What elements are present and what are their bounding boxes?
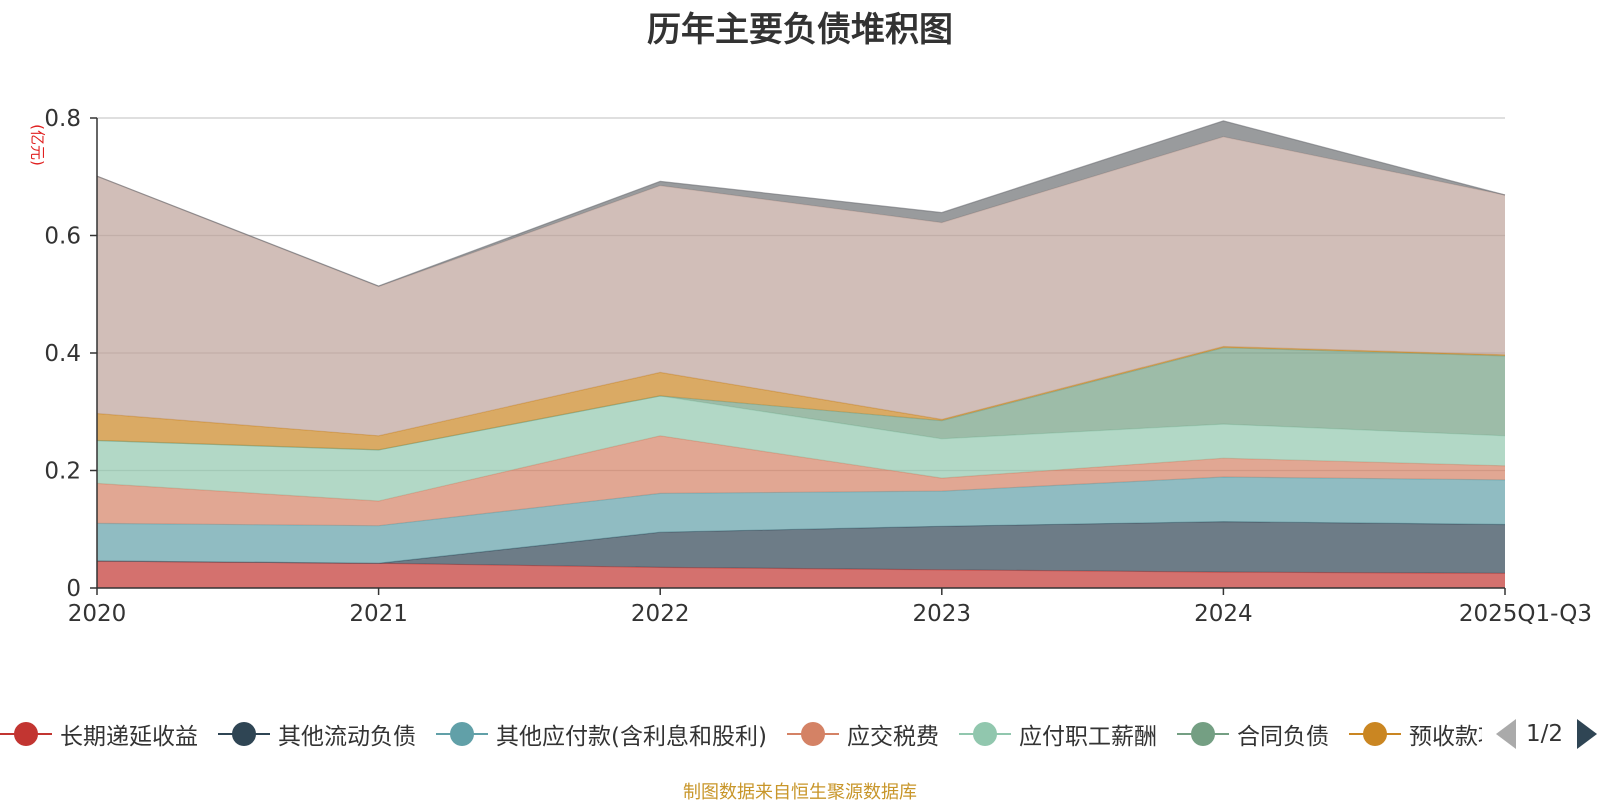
area-series-7: [97, 346, 1505, 450]
area-series-8: [97, 136, 1505, 436]
legend-item[interactable]: 预收款项: [1348, 714, 1482, 754]
legend-item[interactable]: 其他流动负债: [218, 714, 416, 754]
legend-item-label: 应付职工薪酬: [1018, 724, 1157, 750]
area-series-3: [97, 477, 1505, 564]
area-line-series-9: [96, 120, 1506, 287]
data-source-note: 制图数据来自恒生聚源数据库: [683, 782, 917, 803]
legend-item-label: 应交税费: [846, 724, 939, 750]
legend-marker-icon: [218, 721, 270, 747]
x-tick-label: 2020: [68, 601, 127, 627]
area-series-4: [97, 435, 1505, 526]
x-tick-label: 2025Q1-Q3: [1459, 601, 1592, 627]
legend-item[interactable]: 长期递延收益: [0, 714, 198, 754]
x-tick-label: 2022: [631, 601, 690, 627]
legend-marker-icon: [1348, 721, 1401, 747]
legend-item[interactable]: 合同负债: [1176, 714, 1329, 754]
x-tick-label: 2024: [1194, 601, 1253, 627]
y-tick-label: 0.4: [44, 341, 81, 367]
area-series-9: [97, 120, 1505, 287]
legend-items: 长期递延收益 其他流动负债 其他应付款(含利息和股利) 应交税费 应付职工薪酬 合同负债 预…: [0, 714, 1482, 754]
y-tick-label: 0: [66, 576, 81, 602]
y-tick-label: 0.2: [44, 459, 81, 485]
legend-marker-icon: [0, 721, 52, 747]
legend-marker-icon: [436, 721, 488, 747]
stacked-area-chart: 0 0.2 0.4 0.6 0.8 2020 2021 2022 2023 2024 2025Q1-…: [44, 106, 1592, 627]
legend-item[interactable]: 其他应付款(含利息和股利): [436, 714, 767, 754]
legend-next-page-icon[interactable]: [1577, 719, 1598, 749]
x-tick-label: 2021: [349, 601, 408, 627]
legend: 长期递延收益 其他流动负债 其他应付款(含利息和股利) 应交税费 应付职工薪酬 合同负债 预…: [0, 714, 1600, 754]
area-series-2: [97, 521, 1505, 574]
chart-title: 历年主要负债堆积图: [647, 10, 953, 50]
legend-item-label: 其他应付款(含利息和股利): [496, 724, 767, 750]
area-series-5: [97, 395, 1505, 501]
legend-page-indicator: 1/2: [1526, 721, 1564, 747]
legend-viewport: 长期递延收益 其他流动负债 其他应付款(含利息和股利) 应交税费 应付职工薪酬 合同负债 预…: [0, 714, 1482, 754]
y-tick-label: 0.8: [44, 106, 81, 132]
area-series-1: [97, 561, 1505, 588]
legend-item[interactable]: 应付职工薪酬: [958, 714, 1157, 754]
legend-item-label: 其他流动负债: [278, 724, 416, 750]
legend-item[interactable]: 应交税费: [786, 714, 939, 754]
legend-marker-icon: [958, 721, 1011, 747]
legend-item-label: 预收款项: [1408, 724, 1482, 750]
legend-pager: 1/2: [1496, 714, 1598, 754]
y-tick-label: 0.6: [44, 224, 81, 250]
area-series-6: [97, 347, 1505, 450]
legend-marker-icon: [1176, 721, 1229, 747]
legend-item-label: 长期递延收益: [60, 724, 198, 750]
legend-prev-page-icon[interactable]: [1496, 719, 1516, 749]
legend-item-label: 合同负债: [1236, 724, 1329, 750]
legend-marker-icon: [786, 721, 839, 747]
x-tick-label: 2023: [913, 601, 972, 627]
